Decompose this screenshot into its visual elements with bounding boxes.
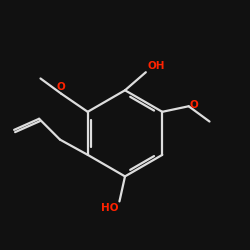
Text: HO: HO [100,203,118,213]
Text: O: O [57,82,66,92]
Text: OH: OH [147,61,165,71]
Text: O: O [189,100,198,110]
